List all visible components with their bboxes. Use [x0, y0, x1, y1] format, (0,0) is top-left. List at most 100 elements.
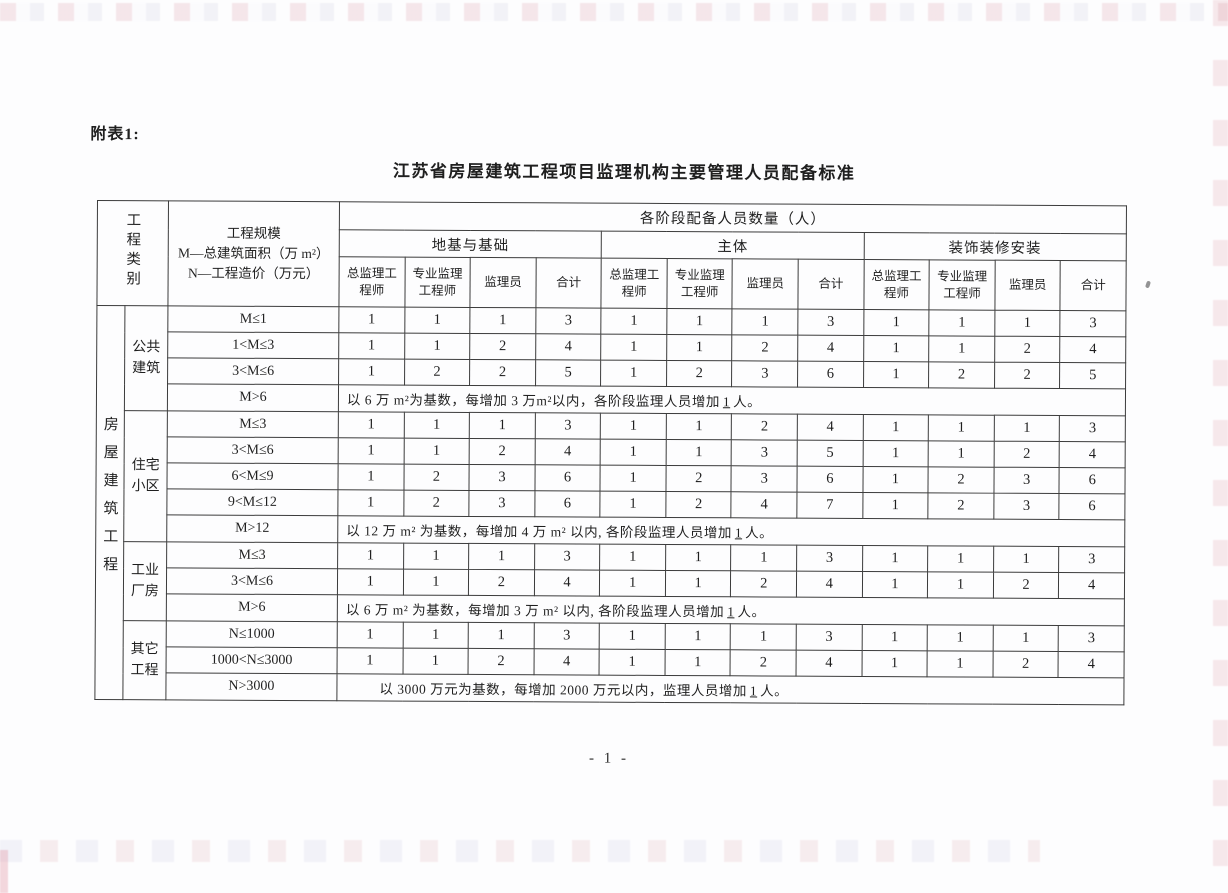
note-text-after: 人。 — [737, 604, 766, 620]
value-cell: 3 — [534, 543, 601, 571]
note-increment-value: 1 — [727, 604, 735, 620]
value-cell: 6 — [534, 464, 601, 492]
value-cell: 1 — [600, 465, 667, 492]
document-sheet: 附表1: 江苏省房屋建筑工程项目监理机构主要管理人员配备标准 工程类别 工程规模… — [1, 0, 1228, 767]
page-number: - 1 - — [589, 750, 630, 767]
value-cell: 1 — [402, 622, 469, 649]
scan-speck — [1145, 280, 1151, 289]
scale-header-line2: M—总建筑面积（万 m²） — [177, 245, 330, 262]
category-column-header: 工程类别 — [96, 200, 169, 306]
scale-cell: M≤3 — [167, 410, 339, 438]
value-cell: 2 — [468, 648, 534, 675]
scale-cell: 3<M≤6 — [166, 567, 338, 595]
value-cell: 2 — [993, 572, 1059, 599]
value-cell: 1 — [600, 439, 667, 466]
role-header-chief-engineer-2: 总监理工程师 — [601, 258, 668, 309]
note-text-before: 以 12 万 m² 为基数，每增加 4 万 m² 以内, 各阶段监理人员增加 — [346, 523, 732, 541]
value-cell: 1 — [861, 624, 928, 651]
value-cell: 1 — [731, 544, 797, 572]
value-cell: 2 — [403, 490, 470, 517]
value-cell: 1 — [928, 335, 995, 363]
note-cell: 以 3000 万元为基数，每增加 2000 万元以内，监理人员增加 1 人。 — [336, 673, 1125, 705]
role-header-supervisor-3: 监理员 — [994, 260, 1061, 311]
value-cell: 2 — [730, 649, 797, 677]
role-header-supervisor-2: 监理员 — [732, 258, 799, 310]
note-increment-value: 1 — [734, 525, 743, 541]
value-cell: 1 — [338, 306, 405, 334]
value-cell: 2 — [994, 336, 1061, 363]
value-cell: 3 — [535, 307, 602, 335]
note-increment-value: 1 — [749, 683, 758, 699]
role-header-total-2: 合计 — [797, 259, 864, 310]
scale-cell: M>12 — [166, 514, 338, 543]
value-cell: 1 — [862, 545, 928, 572]
role-header-chief-engineer-1: 总监理工程师 — [338, 256, 405, 308]
scale-cell: 9<M≤12 — [166, 488, 338, 516]
note-row: N>3000 以 3000 万元为基数，每增加 2000 万元以内，监理人员增加 1… — [95, 672, 1125, 705]
value-cell: 1 — [404, 333, 470, 360]
value-cell: 1 — [928, 440, 995, 468]
scale-header-line1: 工程规模 — [226, 225, 281, 241]
value-cell: 1 — [599, 623, 666, 650]
value-cell: 1 — [994, 310, 1061, 337]
value-cell: 1 — [338, 411, 404, 439]
note-cell: 以 12 万 m² 为基数，每增加 4 万 m² 以内, 各阶段监理人员增加 1 人… — [337, 515, 1125, 547]
value-cell: 1 — [403, 569, 469, 596]
value-cell: 4 — [1060, 336, 1126, 363]
value-cell: 4 — [1058, 572, 1125, 599]
subcategory-cell: 其它工程 — [122, 620, 167, 700]
value-cell: 2 — [469, 333, 536, 360]
note-cell: 以 6 万 m² 为基数，每增加 3 万 m² 以内, 各阶段监理人员增加 1 人。 — [337, 594, 1125, 626]
value-cell: 6 — [534, 490, 601, 518]
scan-artifact-bottom — [0, 840, 1040, 862]
value-cell: 1 — [863, 309, 930, 336]
value-cell: 1 — [862, 440, 929, 467]
value-cell: 2 — [469, 359, 536, 386]
value-cell: 6 — [1059, 467, 1126, 494]
scale-cell: M>6 — [167, 383, 339, 412]
value-cell: 4 — [535, 333, 602, 361]
value-cell: 2 — [666, 360, 733, 387]
value-cell: 2 — [468, 569, 535, 596]
value-cell: 1 — [861, 650, 928, 677]
value-cell: 3 — [1058, 546, 1125, 573]
value-cell: 1 — [600, 360, 667, 387]
value-cell: 2 — [928, 361, 995, 389]
value-cell: 1 — [600, 334, 667, 361]
value-cell: 1 — [992, 625, 1059, 652]
value-cell: 3 — [993, 467, 1060, 494]
role-header-specialty-engineer-3: 专业监理工程师 — [929, 259, 995, 311]
value-cell: 3 — [796, 545, 863, 572]
standards-table-wrapper: 工程类别 工程规模 M—总建筑面积（万 m²） N—工程造价（万元） 各阶段配备… — [94, 200, 1127, 705]
value-cell: 4 — [797, 414, 864, 441]
scale-cell: M≤3 — [166, 541, 338, 569]
value-cell: 2 — [928, 492, 994, 520]
value-cell: 4 — [731, 491, 798, 519]
annex-label: 附表1: — [90, 125, 140, 144]
subcategory-cell: 工业厂房 — [123, 541, 167, 621]
value-cell: 3 — [731, 439, 798, 467]
note-text-before: 以 6 万 m²为基数，每增加 3 万m²以内，各阶段监理人员增加 — [346, 392, 720, 410]
scan-artifact-top — [0, 3, 1228, 21]
value-cell: 2 — [732, 334, 798, 362]
value-cell: 1 — [928, 414, 995, 442]
value-cell: 5 — [1059, 362, 1126, 389]
value-cell: 1 — [468, 622, 535, 649]
note-text-before: 以 6 万 m² 为基数，每增加 3 万 m² 以内, 各阶段监理人员增加 — [345, 602, 725, 620]
value-cell: 3 — [1058, 625, 1125, 652]
page-title: 江苏省房屋建筑工程项目监理机构主要管理人员配备标准 — [392, 161, 856, 183]
value-cell: 1 — [862, 414, 929, 441]
value-cell: 1 — [863, 361, 929, 388]
value-cell: 1 — [994, 415, 1060, 442]
role-header-supervisor-1: 监理员 — [470, 257, 536, 308]
role-header-specialty-engineer-1: 专业监理工程师 — [404, 257, 471, 308]
scan-artifact-corner — [0, 850, 8, 893]
note-text-after: 人。 — [760, 683, 789, 699]
value-cell: 1 — [337, 568, 404, 596]
note-text-after: 人。 — [745, 525, 774, 541]
value-cell: 5 — [535, 359, 601, 387]
scale-cell: M≤1 — [167, 305, 339, 333]
value-cell: 1 — [601, 308, 667, 335]
value-cell: 6 — [1059, 493, 1125, 520]
category-cell: 房屋建筑工程 — [94, 305, 125, 700]
